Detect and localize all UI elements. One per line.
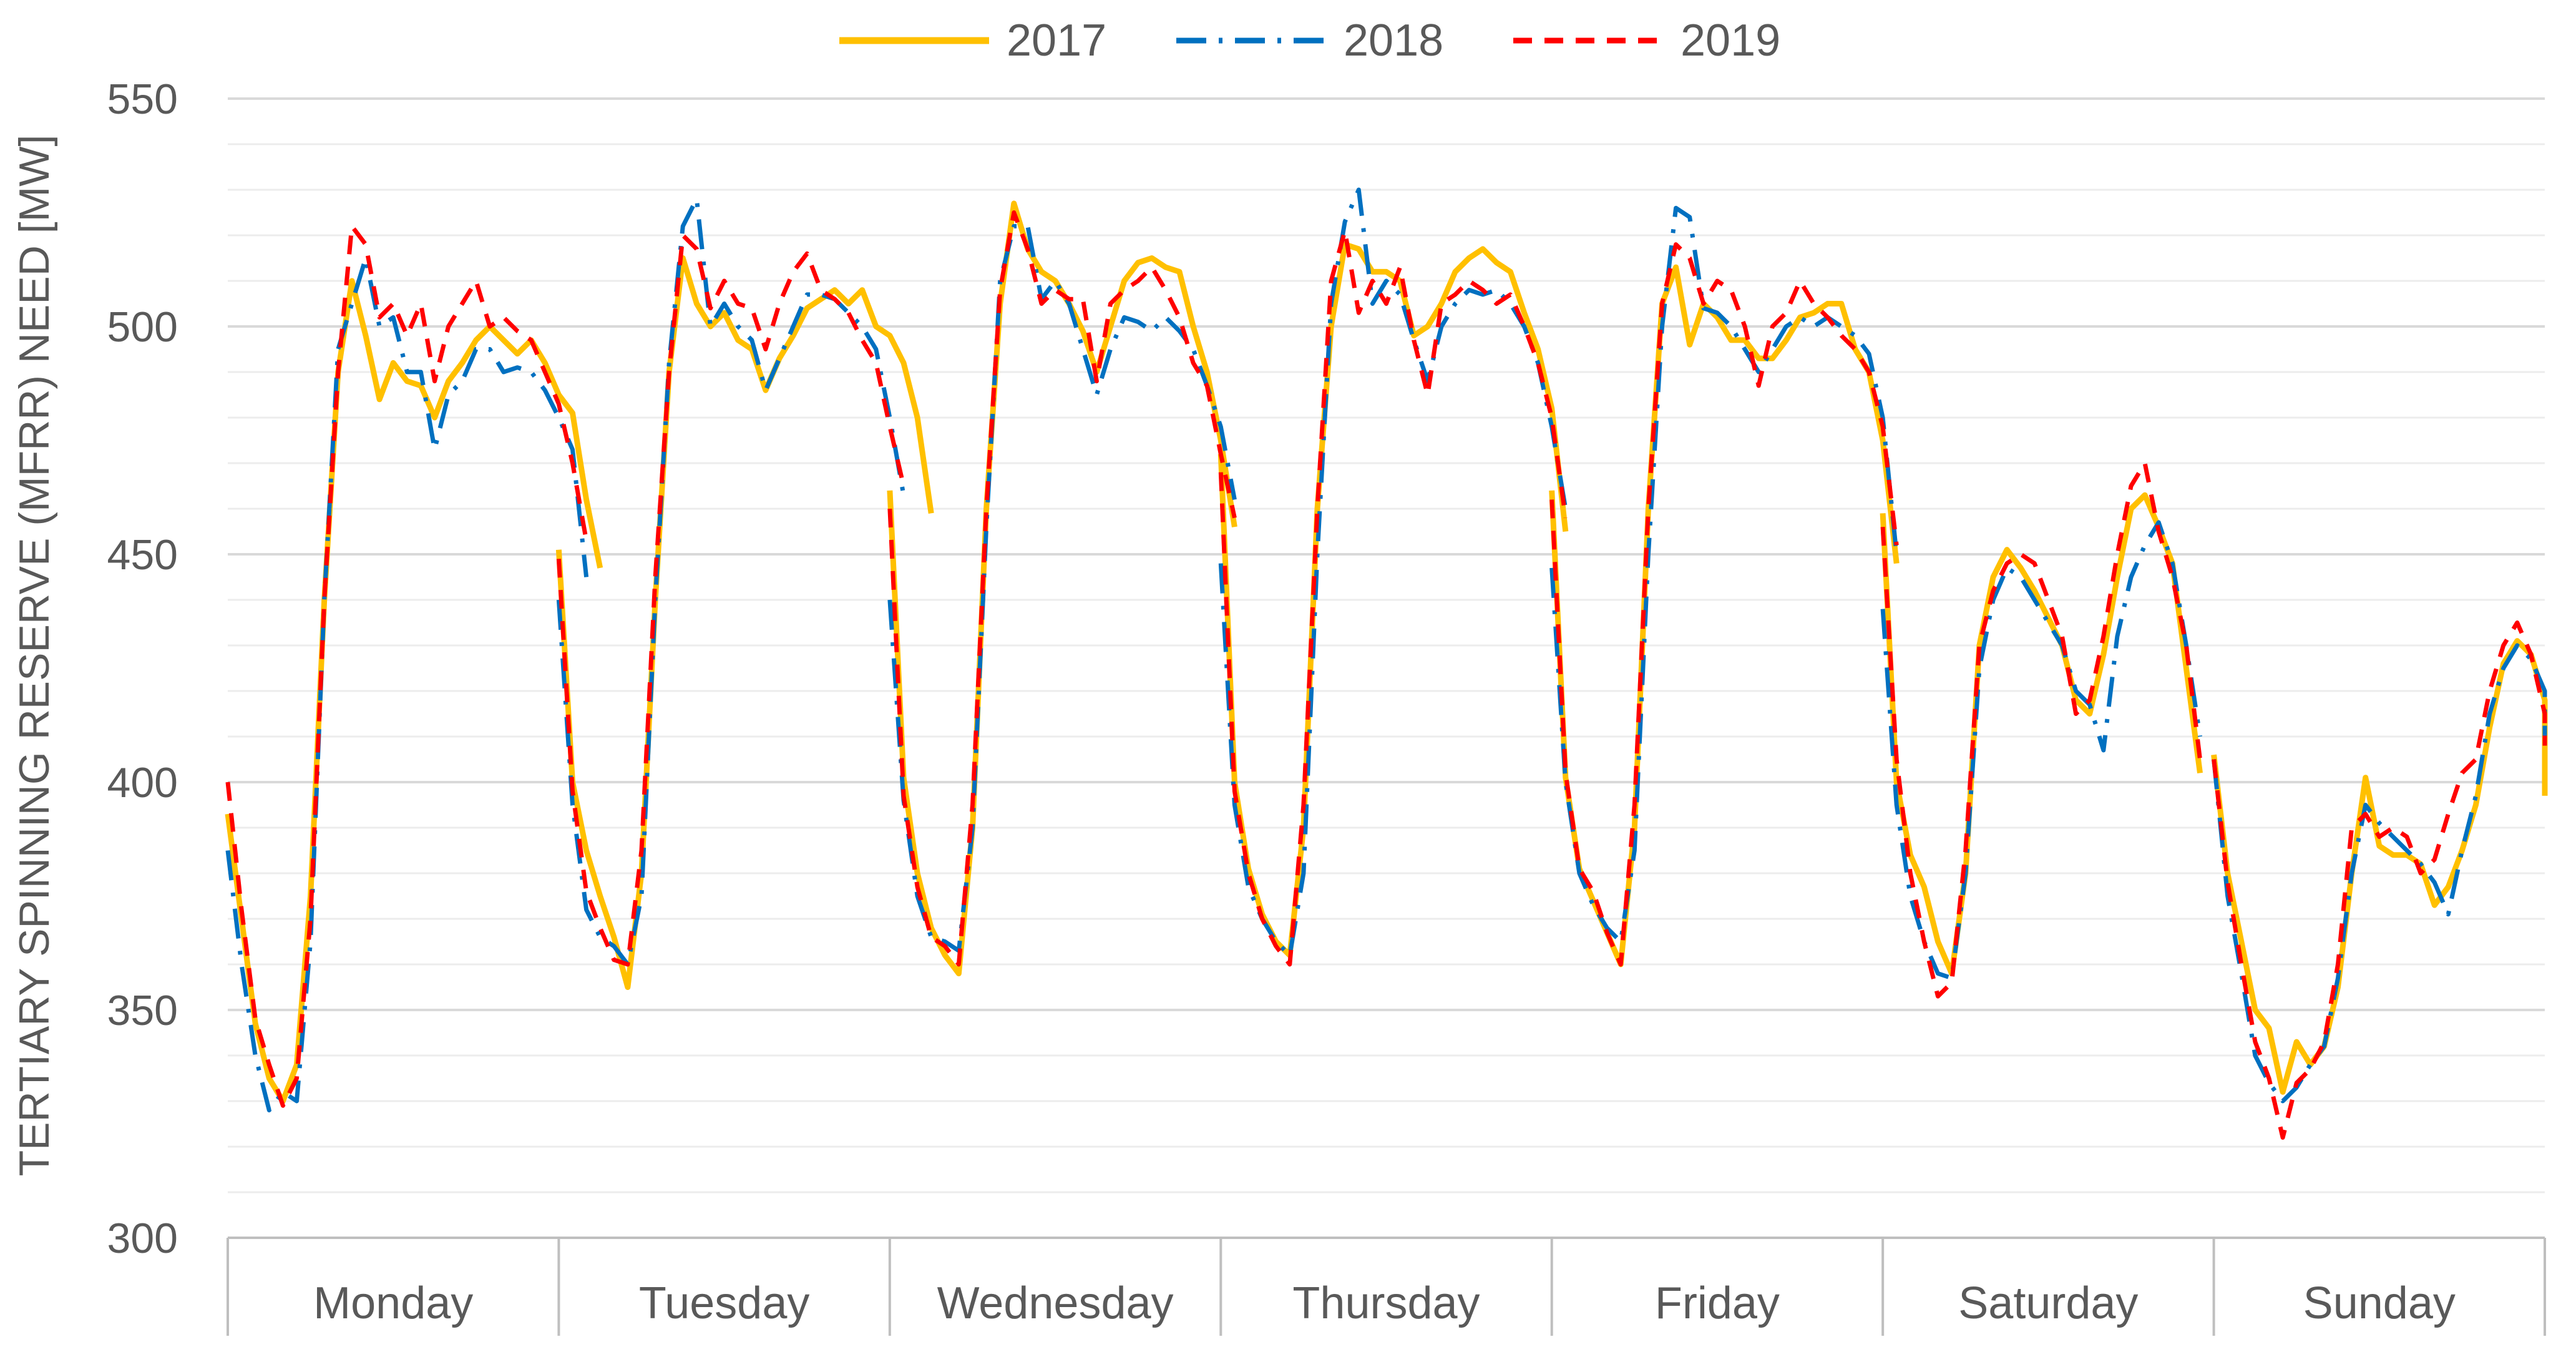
y-tick-label: 500 bbox=[107, 303, 178, 351]
x-category-label: Thursday bbox=[1292, 1278, 1480, 1328]
x-category-label: Sunday bbox=[2303, 1278, 2456, 1328]
series-2019-line bbox=[1218, 228, 1568, 967]
series-2017-line bbox=[1217, 242, 1569, 958]
y-tick-label: 350 bbox=[107, 987, 178, 1034]
series-2018-line bbox=[1218, 187, 1568, 958]
series-2019-line bbox=[556, 233, 906, 967]
series-2017-line bbox=[2211, 638, 2548, 1095]
series-2019-line bbox=[1880, 461, 2202, 999]
series-2018-line bbox=[225, 256, 589, 1113]
major-gridlines bbox=[228, 97, 2545, 1011]
series-2019-line bbox=[887, 210, 1237, 967]
series-2017-line bbox=[1880, 492, 2203, 977]
x-axis: Monday Tuesday Wednesday Thursday Friday Satu… bbox=[227, 1237, 2546, 1336]
y-tick-label: 550 bbox=[107, 76, 178, 123]
x-category-label: Friday bbox=[1655, 1278, 1780, 1328]
series-2018 bbox=[225, 187, 2547, 1113]
x-category-label: Saturday bbox=[1958, 1278, 2138, 1328]
series-2018-line bbox=[1549, 205, 1899, 944]
x-category-label: Monday bbox=[313, 1278, 473, 1328]
x-category-label: Wednesday bbox=[937, 1278, 1174, 1328]
series-2019 bbox=[225, 210, 2547, 1140]
y-tick-label: 400 bbox=[107, 759, 178, 806]
x-category-label: Tuesday bbox=[639, 1278, 809, 1328]
series-2019-line bbox=[1549, 242, 1899, 967]
legend: 2017 2018 2019 bbox=[839, 16, 1780, 66]
series-2018-line bbox=[1880, 520, 2202, 981]
legend-label-2017: 2017 bbox=[1007, 16, 1106, 66]
legend-label-2018: 2018 bbox=[1344, 16, 1443, 66]
legend-label-2019: 2019 bbox=[1681, 16, 1780, 66]
series-2017 bbox=[225, 200, 2548, 1104]
series-2017-line bbox=[887, 200, 1237, 977]
y-tick-label: 450 bbox=[107, 531, 178, 579]
y-axis-label: TERTIARY SPINNING RESERVE (MFRR) NEED [M… bbox=[11, 135, 58, 1177]
series-2019-line bbox=[225, 223, 589, 1108]
series-2018-line bbox=[556, 197, 906, 967]
y-axis-tick-labels: 300 350 400 450 500 550 bbox=[107, 76, 178, 1262]
series-2018-line bbox=[887, 223, 1237, 953]
series-2019-line bbox=[2212, 620, 2547, 1140]
series-lines bbox=[225, 187, 2548, 1140]
y-tick-label: 300 bbox=[107, 1215, 178, 1262]
series-2017-line bbox=[555, 255, 934, 990]
